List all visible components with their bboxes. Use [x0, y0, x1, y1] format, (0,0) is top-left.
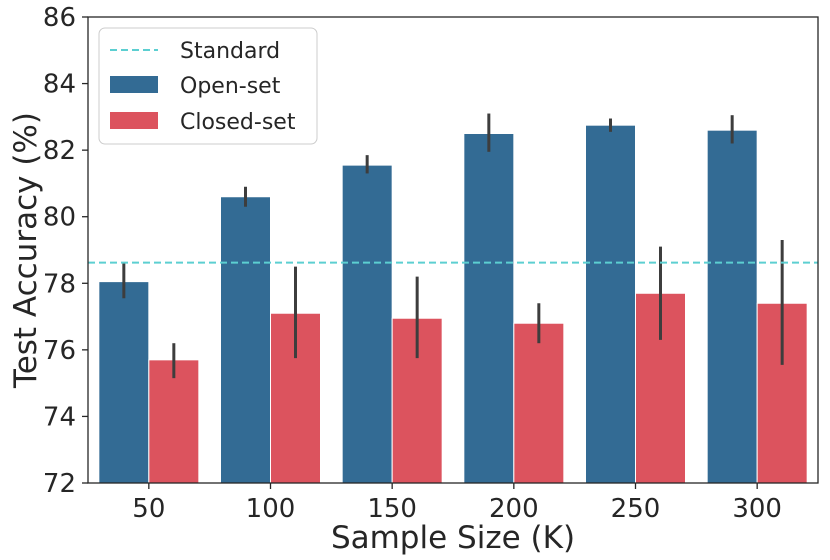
- plot-frame: [87, 16, 819, 484]
- y-tick-label: 82: [43, 136, 76, 166]
- x-tick-label: 50: [132, 494, 165, 524]
- x-tick-label: 300: [732, 494, 782, 524]
- x-tick-label: 250: [611, 494, 661, 524]
- y-tick-label: 86: [43, 3, 76, 33]
- y-tick-label: 84: [43, 70, 76, 100]
- bar-closed-set-200: [513, 322, 565, 484]
- legend-swatch-closed-set: [110, 112, 158, 129]
- bar-open-set-150: [341, 164, 393, 484]
- bar-open-set-100: [220, 196, 271, 484]
- legend-swatch-open-set: [110, 76, 158, 93]
- y-tick-label: 74: [43, 402, 76, 432]
- legend-label-open-set: Open-set: [180, 74, 281, 99]
- legend-label-closed-set: Closed-set: [180, 110, 296, 135]
- bar-open-set-300: [706, 129, 758, 484]
- y-tick-label: 78: [43, 269, 76, 299]
- x-tick-label: 150: [367, 494, 417, 524]
- bar-open-set-50: [98, 281, 150, 484]
- x-axis-title: Sample Size (K): [331, 520, 575, 556]
- bar-open-set-250: [585, 124, 636, 484]
- bar-open-set-200: [463, 133, 515, 484]
- y-tick-label: 72: [43, 469, 76, 499]
- legend-label-standard: Standard: [180, 39, 280, 64]
- x-tick-label: 200: [489, 494, 539, 524]
- bar-closed-set-50: [148, 359, 200, 484]
- y-tick-label: 80: [43, 203, 76, 233]
- y-axis-title: Test Accuracy (%): [8, 112, 44, 389]
- y-tick-label: 76: [43, 336, 76, 366]
- x-tick-label: 100: [246, 494, 296, 524]
